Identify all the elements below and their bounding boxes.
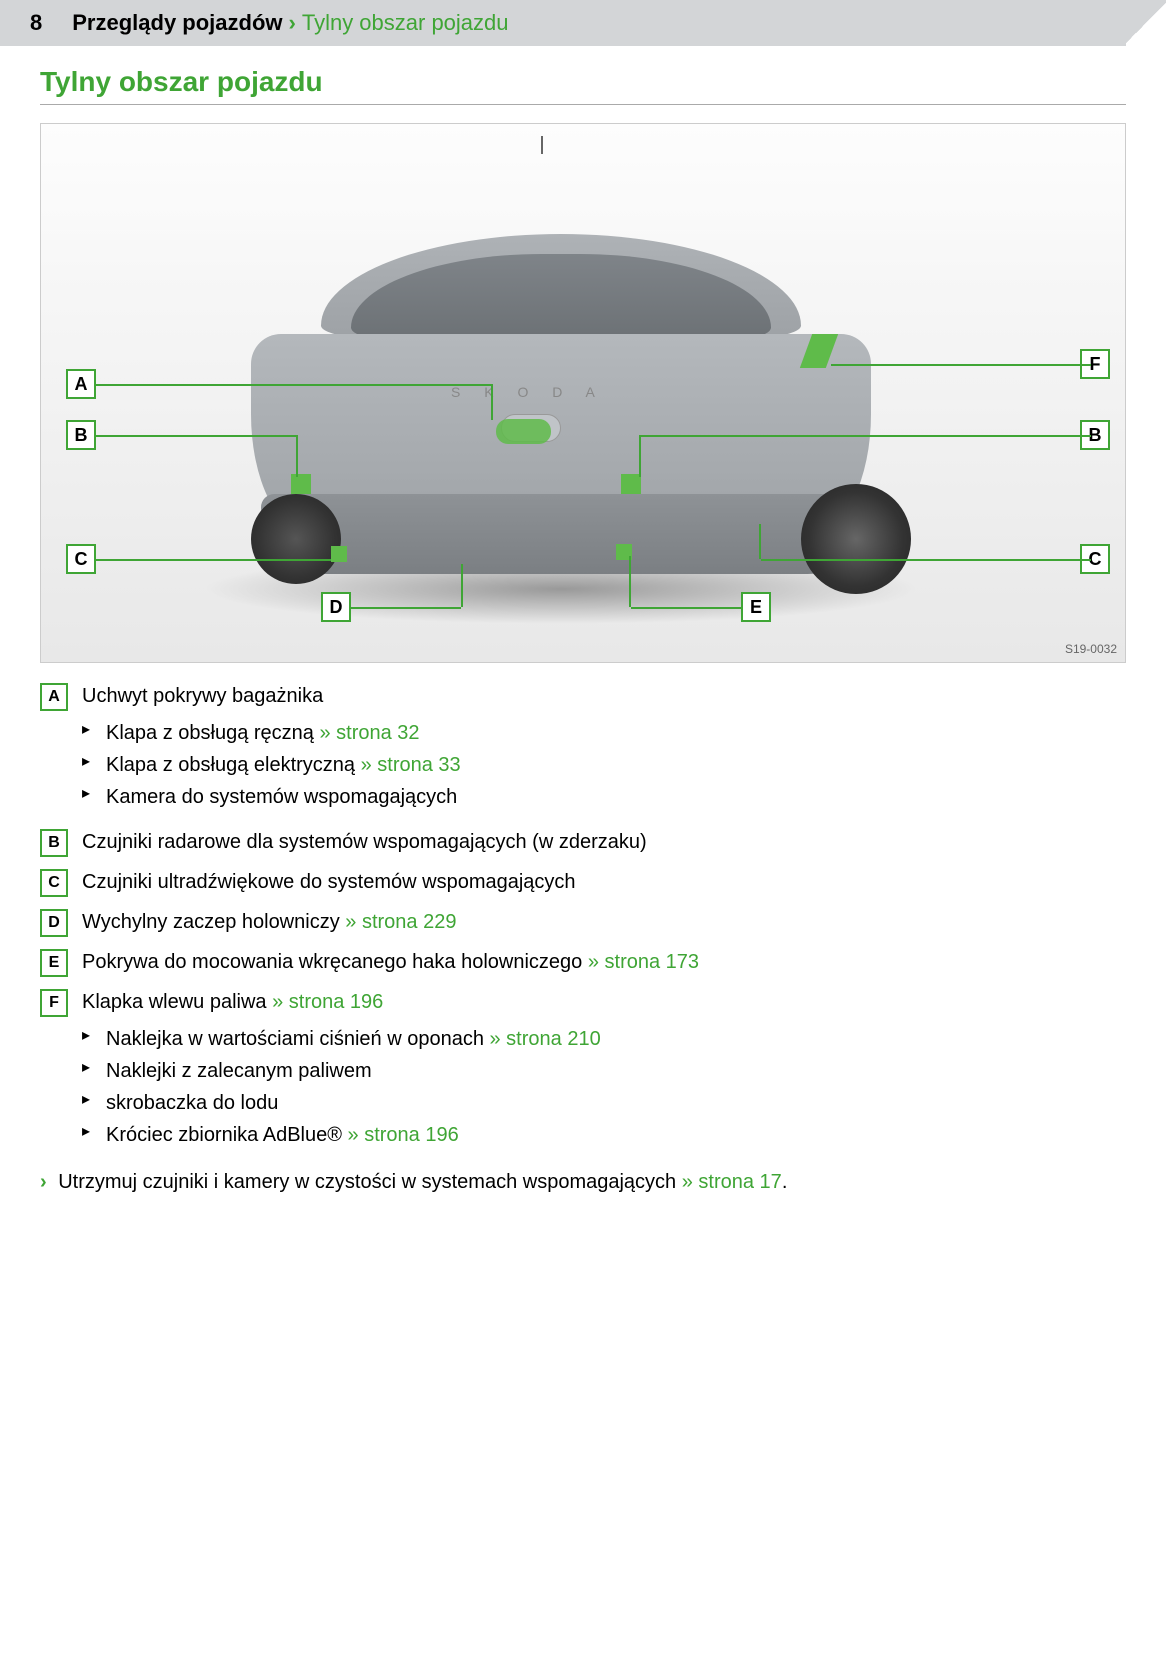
section-title: Tylny obszar pojazdu — [40, 66, 1126, 105]
legend-a-sub-1-text: Klapa z obsługą elektryczną — [106, 754, 361, 776]
line-f — [831, 364, 1091, 366]
legend-f-sub-3-text: Króciec zbiornika AdBlue® — [106, 1124, 348, 1146]
highlight-sensor-br — [621, 474, 641, 494]
legend-letter-c: C — [40, 869, 68, 897]
line-cr — [761, 559, 1091, 561]
highlight-sensor-bl — [291, 474, 311, 494]
note-text: Utrzymuj czujniki i kamery w czystości w… — [58, 1171, 682, 1193]
legend-item-f: F Klapka wlewu paliwa » strona 196 Nakle… — [40, 987, 1126, 1155]
legend-text-d: Wychylny zaczep holowniczy » strona 229 — [82, 907, 456, 937]
legend-f-sub-0: Naklejka w wartościami ciśnień w oponach… — [82, 1023, 601, 1055]
legend-a-sub-0: Klapa z obsługą ręczną » strona 32 — [82, 717, 461, 749]
legend-e-link[interactable]: » strona 173 — [588, 951, 699, 973]
legend-item-b: B Czujniki radarowe dla systemów wspomag… — [40, 827, 1126, 857]
legend-f-sub-2-text: skrobaczka do lodu — [106, 1092, 278, 1114]
line-cr-v — [759, 524, 761, 559]
legend-a-sublist: Klapa z obsługą ręczną » strona 32 Klapa… — [82, 717, 461, 813]
vehicle-rear-diagram: S K O D A A B C D E F B — [40, 123, 1126, 663]
page-header: 8 Przeglądy pojazdów › Tylny obszar poja… — [0, 0, 1166, 46]
line-e — [631, 607, 741, 609]
legend-item-a: A Uchwyt pokrywy bagażnika Klapa z obsłu… — [40, 681, 1126, 817]
line-a-v — [491, 384, 493, 420]
legend-d-link[interactable]: » strona 229 — [345, 911, 456, 933]
legend-f-title: Klapka wlewu paliwa — [82, 991, 272, 1013]
legend-f-sub-1: Naklejki z zalecanym paliwem — [82, 1055, 601, 1087]
note-tail: . — [782, 1171, 788, 1193]
legend-text-f: Klapka wlewu paliwa » strona 196 Naklejk… — [82, 987, 601, 1155]
legend-c-title: Czujniki ultradźwiękowe do systemów wspo… — [82, 871, 576, 893]
line-br-v — [639, 435, 641, 477]
legend-b-title: Czujniki radarowe dla systemów wspomagaj… — [82, 831, 647, 853]
breadcrumb-sub: Tylny obszar pojazdu — [302, 10, 509, 36]
legend-letter-f: F — [40, 989, 68, 1017]
legend-a-sub-2-text: Kamera do systemów wspomagających — [106, 786, 457, 808]
legend-text-a: Uchwyt pokrywy bagażnika Klapa z obsługą… — [82, 681, 461, 817]
car-wheel-left — [251, 494, 341, 584]
callout-d: D — [321, 592, 351, 622]
legend-f-sub-3-link[interactable]: » strona 196 — [348, 1124, 459, 1146]
page-number: 8 — [30, 10, 42, 36]
legend-item-c: C Czujniki ultradźwiękowe do systemów ws… — [40, 867, 1126, 897]
legend-a-sub-2: Kamera do systemów wspomagających — [82, 781, 461, 813]
line-br — [641, 435, 1091, 437]
legend-text-b: Czujniki radarowe dla systemów wspomagaj… — [82, 827, 647, 857]
breadcrumb-separator: › — [289, 10, 296, 36]
callout-b-left: B — [66, 420, 96, 450]
highlight-trunk-handle — [496, 419, 551, 444]
legend-letter-b: B — [40, 829, 68, 857]
legend-a-title: Uchwyt pokrywy bagażnika — [82, 685, 323, 707]
legend-item-e: E Pokrywa do mocowania wkręcanego haka h… — [40, 947, 1126, 977]
page-content: Tylny obszar pojazdu S K O D A A B — [0, 46, 1166, 1214]
legend-letter-e: E — [40, 949, 68, 977]
callout-a-left: A — [66, 369, 96, 399]
legend-a-sub-0-text: Klapa z obsługą ręczną — [106, 722, 319, 744]
legend-f-link[interactable]: » strona 196 — [272, 991, 383, 1013]
legend-f-sub-3: Króciec zbiornika AdBlue® » strona 196 — [82, 1119, 601, 1151]
legend-text-e: Pokrywa do mocowania wkręcanego haka hol… — [82, 947, 699, 977]
legend-f-sublist: Naklejka w wartościami ciśnień w oponach… — [82, 1023, 601, 1151]
breadcrumb-main: Przeglądy pojazdów — [72, 10, 282, 36]
callout-c-left: C — [66, 544, 96, 574]
line-cl — [96, 559, 331, 561]
diagram-image-id: S19-0032 — [1065, 642, 1117, 656]
car-antenna — [541, 136, 543, 154]
legend-letter-a: A — [40, 683, 68, 711]
legend-f-sub-2: skrobaczka do lodu — [82, 1087, 601, 1119]
line-d-v — [461, 564, 463, 607]
legend-a-sub-1: Klapa z obsługą elektryczną » strona 33 — [82, 749, 461, 781]
legend-a-sub-0-link[interactable]: » strona 32 — [319, 722, 419, 744]
note-caret-icon: › — [40, 1171, 47, 1193]
car-bumper — [261, 494, 861, 574]
line-a — [96, 384, 491, 386]
line-bl-v — [296, 435, 298, 477]
line-bl — [96, 435, 296, 437]
legend-a-sub-1-link[interactable]: » strona 33 — [361, 754, 461, 776]
car-body: S K O D A — [221, 234, 901, 564]
legend-letter-d: D — [40, 909, 68, 937]
highlight-ultra-l — [331, 546, 347, 562]
legend-item-d: D Wychylny zaczep holowniczy » strona 22… — [40, 907, 1126, 937]
legend-text-c: Czujniki ultradźwiękowe do systemów wspo… — [82, 867, 576, 897]
car-brand-badge: S K O D A — [451, 384, 605, 400]
callout-e: E — [741, 592, 771, 622]
legend-d-title: Wychylny zaczep holowniczy — [82, 911, 345, 933]
footer-note: › Utrzymuj czujniki i kamery w czystości… — [40, 1171, 1126, 1194]
note-link[interactable]: » strona 17 — [682, 1171, 782, 1193]
car-wheel-right — [801, 484, 911, 594]
legend-f-sub-0-link[interactable]: » strona 210 — [490, 1028, 601, 1050]
legend-f-sub-1-text: Naklejki z zalecanym paliwem — [106, 1060, 372, 1082]
line-d — [351, 607, 461, 609]
legend-e-title: Pokrywa do mocowania wkręcanego haka hol… — [82, 951, 588, 973]
line-e-v — [629, 556, 631, 607]
legend-f-sub-0-text: Naklejka w wartościami ciśnień w oponach — [106, 1028, 490, 1050]
